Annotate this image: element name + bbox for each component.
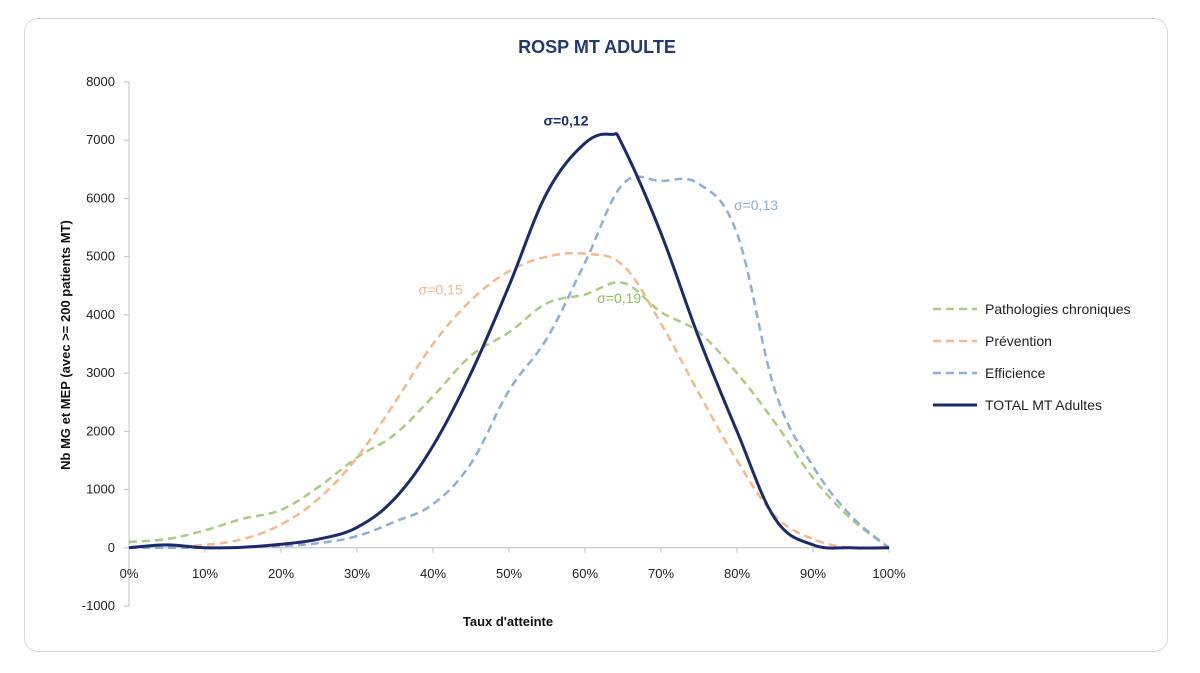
x-tick-label: 0% — [120, 566, 139, 581]
y-tick-label: 3000 — [86, 365, 115, 380]
y-tick-label: 5000 — [86, 249, 115, 264]
y-tick-label: 7000 — [86, 132, 115, 147]
annotation-layer: σ=0,12 σ=0,13 σ=0,15 σ=0,19 — [419, 113, 779, 307]
x-tick-label: 90% — [800, 566, 826, 581]
y-tick-label: 0 — [108, 540, 115, 555]
series-line-efficience — [128, 175, 890, 550]
y-axis-title: Nb MG et MEP (avec >= 200 patients MT) — [58, 220, 73, 470]
x-tick-label: 60% — [572, 566, 598, 581]
series-line-total-mt-adultes — [128, 132, 890, 550]
chart-title: ROSP MT ADULTE — [518, 37, 676, 57]
legend-label: Efficience — [985, 365, 1046, 381]
y-tick-label: 6000 — [86, 190, 115, 205]
x-tick-label: 40% — [420, 566, 446, 581]
legend-label: Pathologies chroniques — [985, 301, 1131, 317]
chart-card — [24, 18, 1168, 652]
y-tick-label: 4000 — [86, 307, 115, 322]
x-axis-title: Taux d'atteinte — [463, 614, 553, 629]
x-tick-label: 80% — [724, 566, 750, 581]
y-axis: -1000 0 1000 2000 3000 4000 5000 6000 7000 8000 — [82, 74, 130, 613]
y-tick-label: 8000 — [86, 74, 115, 89]
legend-label: Prévention — [985, 333, 1052, 349]
x-axis: 0% 10% 20% 30% 40% 50% 60% 70% 80% 90% 100% — [120, 547, 906, 581]
series-line-prevention — [128, 251, 890, 550]
series-layer — [128, 132, 890, 550]
x-tick-label: 30% — [344, 566, 370, 581]
sigma-annotation: σ=0,19 — [597, 290, 641, 306]
legend-label: TOTAL MT Adultes — [985, 397, 1102, 413]
x-tick-label: 50% — [496, 566, 522, 581]
x-tick-label: 70% — [648, 566, 674, 581]
sigma-annotation: σ=0,13 — [734, 197, 778, 213]
x-tick-label: 20% — [268, 566, 294, 581]
y-tick-label: -1000 — [82, 598, 115, 613]
sigma-annotation: σ=0,15 — [419, 282, 463, 298]
series-line-pathologies-chroniques — [128, 281, 890, 549]
legend: Pathologies chroniques Prévention Efficien… — [933, 301, 1131, 413]
x-tick-label: 100% — [872, 566, 906, 581]
sigma-annotation: σ=0,12 — [543, 113, 588, 129]
x-tick-label: 10% — [192, 566, 218, 581]
y-tick-label: 2000 — [86, 423, 115, 438]
y-tick-label: 1000 — [86, 482, 115, 497]
